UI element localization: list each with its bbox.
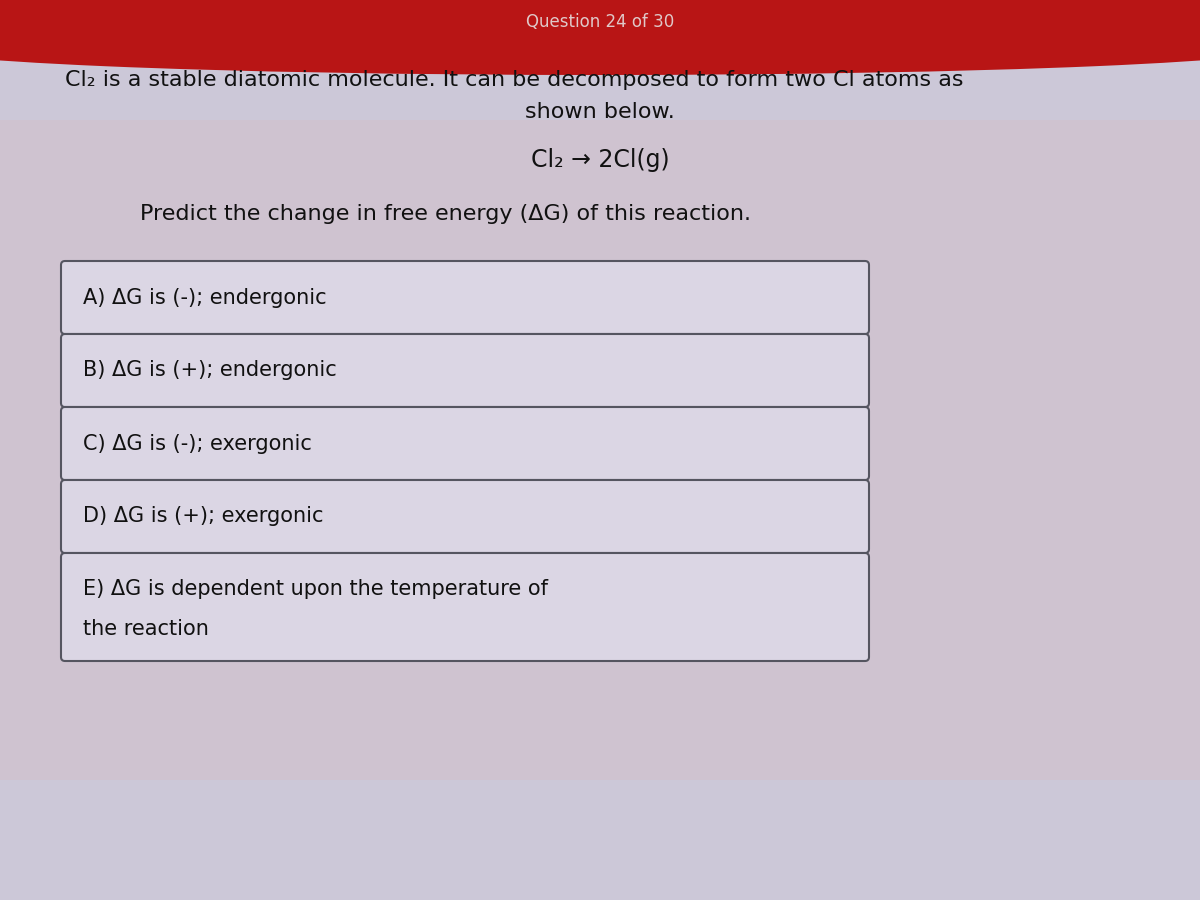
- Text: shown below.: shown below.: [526, 102, 674, 122]
- FancyBboxPatch shape: [61, 334, 869, 407]
- FancyBboxPatch shape: [61, 407, 869, 480]
- Text: Predict the change in free energy (ΔG) of this reaction.: Predict the change in free energy (ΔG) o…: [140, 204, 751, 224]
- Ellipse shape: [0, 15, 1200, 75]
- FancyBboxPatch shape: [61, 553, 869, 661]
- FancyBboxPatch shape: [61, 261, 869, 334]
- Text: the reaction: the reaction: [83, 619, 209, 639]
- Bar: [0, 0, 1200, 30]
- Text: Cl₂ is a stable diatomic molecule. It can be decomposed to form two Cl atoms as: Cl₂ is a stable diatomic molecule. It ca…: [65, 70, 964, 90]
- Text: E) ΔG is dependent upon the temperature of: E) ΔG is dependent upon the temperature …: [83, 579, 548, 599]
- Text: Cl₂ → 2Cl(g): Cl₂ → 2Cl(g): [530, 148, 670, 172]
- Text: D) ΔG is (+); exergonic: D) ΔG is (+); exergonic: [83, 507, 324, 526]
- Text: B) ΔG is (+); endergonic: B) ΔG is (+); endergonic: [83, 361, 337, 381]
- Text: A) ΔG is (-); endergonic: A) ΔG is (-); endergonic: [83, 287, 326, 308]
- Text: Question 24 of 30: Question 24 of 30: [526, 13, 674, 31]
- Text: C) ΔG is (-); exergonic: C) ΔG is (-); exergonic: [83, 434, 312, 454]
- Bar: [0, 0, 1200, 45]
- FancyBboxPatch shape: [61, 480, 869, 553]
- FancyBboxPatch shape: [0, 120, 1200, 780]
